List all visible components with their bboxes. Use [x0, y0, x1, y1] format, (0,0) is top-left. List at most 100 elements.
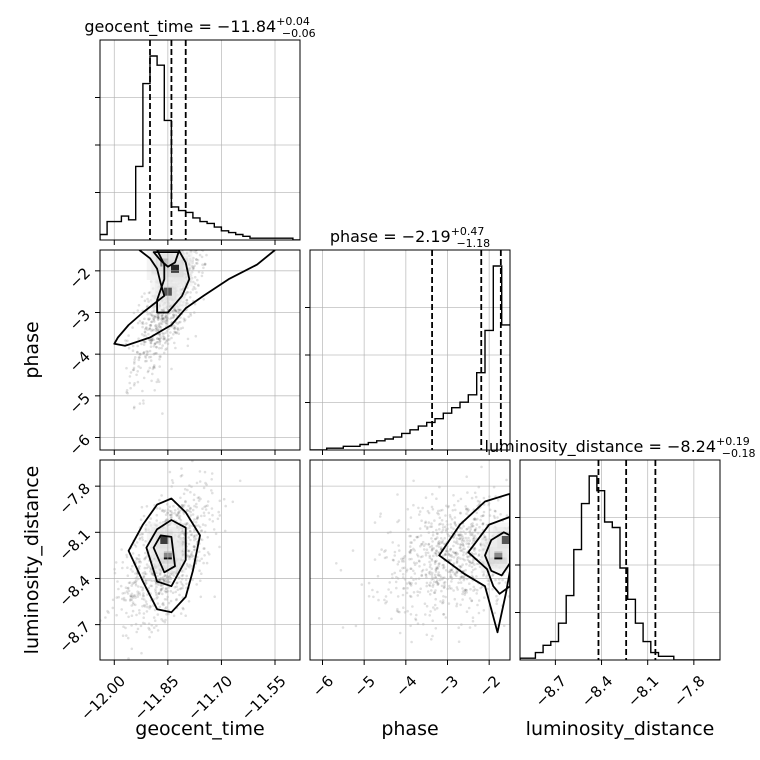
- scatter-point: [210, 472, 214, 475]
- scatter-point: [134, 572, 137, 575]
- scatter-point: [430, 537, 433, 540]
- scatter-point: [149, 605, 152, 608]
- scatter-point: [468, 564, 471, 567]
- scatter-point: [223, 529, 227, 533]
- scatter-point: [141, 621, 145, 625]
- scatter-point: [197, 270, 201, 274]
- scatter-point: [430, 638, 433, 641]
- scatter-point: [448, 575, 452, 579]
- scatter-point: [461, 536, 465, 539]
- scatter-point: [181, 584, 185, 587]
- scatter-point: [434, 567, 438, 571]
- scatter-point: [457, 537, 461, 541]
- scatter-point: [469, 528, 473, 531]
- scatter-point: [413, 572, 417, 575]
- scatter-point: [476, 499, 480, 503]
- scatter-point: [449, 558, 453, 562]
- scatter-point: [160, 313, 163, 317]
- scatter-point: [172, 324, 175, 327]
- scatter-point: [161, 508, 165, 512]
- scatter-point: [469, 533, 472, 537]
- scatter-point: [203, 530, 207, 534]
- scatter-point: [493, 611, 497, 615]
- scatter-point: [335, 562, 338, 565]
- scatter-point: [196, 496, 200, 500]
- scatter-point: [155, 507, 159, 510]
- scatter-point: [195, 533, 199, 537]
- scatter-point: [195, 291, 198, 294]
- scatter-point: [127, 581, 131, 585]
- scatter-point: [408, 550, 412, 553]
- scatter-point: [193, 518, 196, 521]
- scatter-point: [440, 584, 444, 588]
- scatter-point: [136, 557, 139, 561]
- scatter-point: [202, 486, 206, 490]
- panel-frame: [99, 39, 301, 241]
- scatter-point: [418, 527, 422, 530]
- scatter-point: [397, 610, 400, 613]
- scatter-point: [360, 583, 364, 586]
- scatter-point: [458, 564, 461, 568]
- scatter-point: [427, 521, 431, 524]
- scatter-point: [467, 542, 471, 546]
- scatter-point: [161, 313, 165, 317]
- scatter-point: [425, 584, 429, 588]
- scatter-point: [396, 563, 400, 566]
- scatter-point: [438, 562, 441, 565]
- scatter-point: [476, 517, 479, 521]
- scatter-point: [424, 521, 427, 525]
- scatter-point: [146, 297, 149, 301]
- scatter-point: [162, 575, 165, 579]
- scatter-point: [127, 586, 130, 590]
- scatter-point: [401, 593, 405, 597]
- hist-step-luminosity_distance: [520, 475, 720, 660]
- contour-line: [156, 250, 191, 314]
- scatter-point: [477, 553, 481, 556]
- scatter-point: [149, 359, 153, 362]
- scatter-point: [142, 575, 146, 578]
- scatter-point: [164, 340, 168, 343]
- scatter-point: [437, 562, 441, 566]
- scatter-point: [186, 488, 189, 492]
- scatter-point: [478, 502, 481, 506]
- scatter-point: [157, 592, 161, 595]
- scatter-point: [145, 566, 149, 570]
- scatter-point: [186, 344, 190, 348]
- scatter-point: [154, 591, 158, 595]
- scatter-point: [165, 313, 168, 316]
- scatter-point: [433, 560, 437, 563]
- scatter-point: [187, 536, 190, 539]
- scatter-point: [143, 317, 146, 321]
- scatter-point: [210, 507, 214, 510]
- scatter-point: [157, 380, 161, 384]
- scatter-point: [185, 299, 189, 302]
- scatter-point: [437, 574, 441, 577]
- scatter-point: [151, 573, 154, 576]
- scatter-point: [409, 551, 412, 555]
- scatter-point: [164, 518, 168, 522]
- scatter-point: [181, 527, 184, 530]
- scatter-point: [176, 512, 180, 515]
- scatter-point: [120, 548, 123, 551]
- scatter-point: [158, 333, 161, 336]
- scatter-point: [420, 543, 424, 546]
- scatter-point: [179, 518, 183, 522]
- scatter-point: [192, 266, 195, 269]
- scatter-point: [170, 367, 173, 371]
- scatter-point: [192, 545, 196, 548]
- scatter-point: [143, 566, 147, 570]
- scatter-point: [188, 296, 192, 299]
- scatter-point: [450, 587, 453, 590]
- scatter-point: [204, 508, 208, 511]
- scatter-point: [141, 604, 144, 608]
- scatter-point: [385, 556, 389, 559]
- scatter-point: [157, 592, 161, 596]
- scatter-point: [211, 513, 214, 517]
- scatter-point: [173, 325, 177, 329]
- scatter-point: [435, 554, 439, 557]
- scatter-point: [189, 314, 193, 317]
- scatter-point: [162, 603, 165, 607]
- scatter-point: [408, 594, 412, 598]
- contour-line: [484, 531, 510, 577]
- scatter-point: [465, 528, 468, 531]
